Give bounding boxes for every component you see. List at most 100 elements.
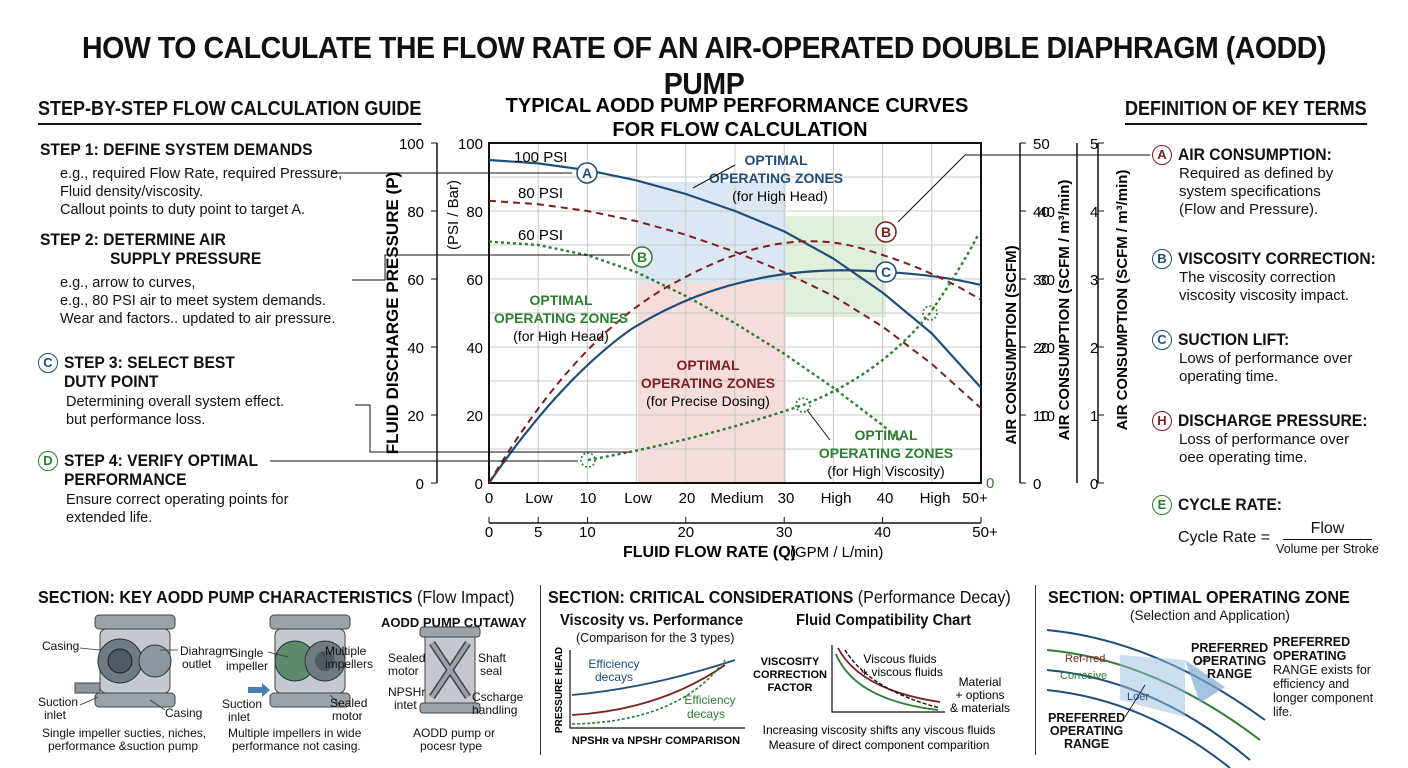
label-shaft: Shaft xyxy=(478,651,507,665)
mini-chart-1-blue xyxy=(571,659,736,696)
pref-label-b: PREFERRED OPERATING RANGE xyxy=(1048,712,1125,751)
r1-tick-label: 10 xyxy=(1033,408,1050,425)
zone3-title-2: OPERATING ZONES xyxy=(641,375,775,391)
zone3-sub: (for Precise Dosing) xyxy=(646,393,770,409)
marker-a-label: A xyxy=(582,165,592,181)
point-green-1 xyxy=(580,452,596,468)
zone-high-head-blue xyxy=(638,182,786,283)
pref-c-line-5: longer component xyxy=(1273,691,1374,705)
mini-chart-1-axes xyxy=(569,650,745,729)
label-casing-1: Casing xyxy=(42,639,80,653)
x-tick-top-label: 50+ xyxy=(962,490,988,507)
r3-tick-label: 0 xyxy=(1090,476,1098,493)
mini-2-ylabel-2: CORRECTION xyxy=(753,669,827,681)
y-axis-unit: (PSI / Bar) xyxy=(445,180,462,250)
x-tick-bottom-label: 10 xyxy=(579,524,596,541)
curve-label-60: 60 PSI xyxy=(518,227,563,244)
step-3-title: STEP 3: SELECT BEST xyxy=(64,353,235,372)
term-2-line-1: The viscosity correction xyxy=(1179,269,1336,286)
term-5-badge: E xyxy=(1152,495,1172,515)
label-suction-1: Suction xyxy=(38,695,79,709)
term-1: A AIR CONSUMPTION: Required as defined by s… xyxy=(1152,145,1345,219)
label-cscharge: Cscharge xyxy=(472,690,524,704)
x-ticks-top: 0 Low 10 Low 20 Medium 30 High 40 High 50+ xyxy=(485,490,988,507)
r3-tick-label: 5 xyxy=(1090,136,1098,153)
r2-tick-label: 30 xyxy=(1038,272,1055,289)
pref-pointer-1 xyxy=(1124,684,1146,718)
divider-1 xyxy=(540,585,541,755)
section-2-heading-note: (Performance Decay) xyxy=(857,587,1011,607)
term-2-title: VISCOSITY CORRECTION: xyxy=(1178,249,1376,268)
term-1-line-1: Required as defined by xyxy=(1179,165,1334,182)
mini-2-ylabel-1: VISCOSITY xyxy=(761,656,820,668)
mini-2-label-1: Viscous fluids xyxy=(863,652,936,666)
viscosity-chart-title: Viscosity vs. Performance xyxy=(560,612,744,629)
curve-label-80: 80 PSI xyxy=(518,185,563,202)
x-tick-top-label: Low xyxy=(624,490,652,507)
outer-y-tick-label: 60 xyxy=(407,272,424,289)
mini-2-caption-2: Measure of direct component comparition xyxy=(769,738,990,752)
caption-pump-3-line-1: AODD pump or xyxy=(413,726,496,740)
step-1-title: STEP 1: DEFINE SYSTEM DEMANDS xyxy=(40,140,313,159)
mini-chart-2-axes xyxy=(831,645,945,713)
inner-y-ticks: 100 80 60 40 20 0 xyxy=(458,136,483,493)
cycle-rate-formula: Cycle Rate = Flow Volume per Stroke xyxy=(1178,520,1379,556)
point-green-2 xyxy=(795,397,811,413)
term-4-line-2: oee operating time. xyxy=(1179,449,1308,466)
r2-tick-label: 40 xyxy=(1038,204,1055,221)
zone4-title: OPTIMAL xyxy=(855,427,918,443)
right-axis-3-label: AIR CONSUMPTION (SCFM / m³/min) xyxy=(1114,170,1131,431)
label-diaphragm: Diahragm xyxy=(180,644,233,658)
step-3-title-2: DUTY POINT xyxy=(64,372,159,391)
mini-2-label-2: + viscous fluids xyxy=(861,665,943,679)
x-tick-top-label: High xyxy=(821,490,852,507)
r2-tick-label: 10 xyxy=(1038,408,1055,425)
page-title: HOW TO CALCULATE THE FLOW RATE OF AN AIR… xyxy=(82,30,1326,101)
label-sealed-1: Sealed xyxy=(330,696,368,710)
plot-frame xyxy=(488,142,982,484)
pref-label-c: PREFERRED OPERATING RANGE exists for eff… xyxy=(1273,635,1373,719)
x-tick-top-label: 20 xyxy=(679,490,696,507)
label-sealed-2: Sealed xyxy=(388,651,426,665)
x-tick-top-label: 40 xyxy=(877,490,894,507)
x-tick-bottom-label: 20 xyxy=(677,524,694,541)
x-tick-top-label: Low xyxy=(525,490,553,507)
term-1-title: AIR CONSUMPTION: xyxy=(1178,145,1332,164)
step-2-line-2: e.g., 80 PSI air to meet system demands. xyxy=(60,293,326,309)
x-tick-bottom-label: 0 xyxy=(485,524,493,541)
mini-2-label-5: & materials xyxy=(950,701,1010,715)
zone2-title: OPTIMAL xyxy=(530,292,593,308)
term-2-badge: B xyxy=(1152,249,1172,269)
formula-lhs: Cycle Rate = xyxy=(1178,529,1271,546)
section-3-note: (Selection and Application) xyxy=(1130,608,1290,623)
step-4-title: STEP 4: VERIFY OPTIMAL xyxy=(64,451,259,470)
label-impeller: impeller xyxy=(226,659,269,673)
x-tick-top-label: Medium xyxy=(710,490,763,507)
formula-denominator: Volume per Stroke xyxy=(1276,542,1379,556)
band-label-2: Corrosive xyxy=(1060,670,1107,682)
right-heading: DEFINITION OF KEY TERMS xyxy=(1125,98,1367,125)
term-3-line-2: operating time. xyxy=(1179,368,1279,385)
pref-a-line-3: RANGE xyxy=(1206,667,1253,681)
pref-a-line-1: PREFERRED xyxy=(1191,641,1269,655)
term-2: B VISCOSITY CORRECTION: The viscosity corr… xyxy=(1152,249,1393,305)
band-line-4 xyxy=(1046,689,1231,768)
pump-2-drawing xyxy=(248,614,351,708)
performance-chart: TYPICAL AODD PUMP PERFORMANCE CURVES FOR… xyxy=(270,95,1150,561)
term-1-line-3: (Flow and Pressure). xyxy=(1179,201,1319,218)
pressure-curve-80-psi xyxy=(488,199,982,409)
zone2-title-2: OPERATING ZONES xyxy=(494,310,628,326)
pref-c-line-3: RANGE exists for xyxy=(1273,663,1371,677)
inner-y-tick-label: 0 xyxy=(475,476,483,493)
air-curve-blue xyxy=(488,269,982,484)
step-3-line-2: but performance loss. xyxy=(66,412,206,428)
r1-tick-label: 20 xyxy=(1033,340,1050,357)
term-3: C SUCTION LIFT: Lows of performance over op… xyxy=(1152,330,1352,386)
step-2: STEP 2: DETERMINE AIR SUPPLY PRESSURE e.… xyxy=(40,230,335,328)
section-2-heading-text: SECTION: CRITICAL CONSIDERATIONS xyxy=(548,587,854,607)
marker-b-green-label: B xyxy=(637,249,647,265)
step-3-badge: C xyxy=(38,353,58,373)
mini-1-label-4: decays xyxy=(687,707,725,721)
caption-pump-2-line-2: performance not casing. xyxy=(232,739,361,753)
caption-pump-1-line-2: performance &suction pump xyxy=(48,739,199,753)
